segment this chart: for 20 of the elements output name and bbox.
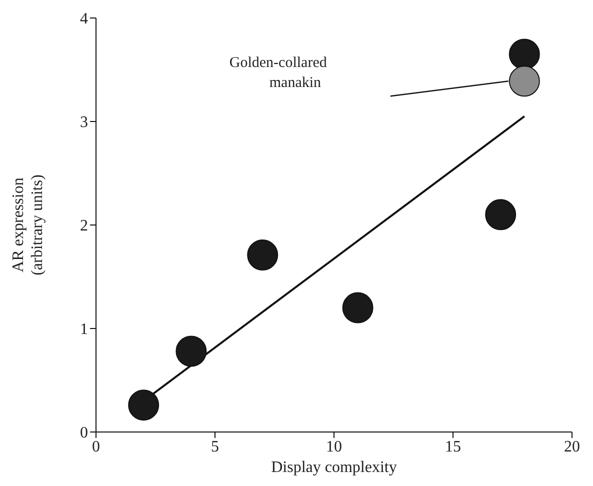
- y-tick-label: 0: [80, 424, 88, 442]
- point: [176, 336, 207, 367]
- y-tick-label: 1: [80, 321, 88, 338]
- point: [485, 199, 516, 230]
- point: [247, 240, 278, 271]
- y-tick-label: 4: [80, 10, 88, 28]
- annotation: Golden-collared manakin: [229, 55, 328, 92]
- y-axis-title: AR expression (arbitrary units): [10, 174, 46, 276]
- y-tick-label: 2: [80, 218, 88, 235]
- y-tick-label: 3: [80, 114, 88, 132]
- x-tick-label: 0: [92, 438, 100, 456]
- point: [128, 390, 160, 421]
- x-tick-label: 15: [445, 438, 461, 456]
- point: [342, 292, 374, 324]
- x-axis-title: Display complexity: [271, 459, 397, 476]
- x-tick-label: 20: [564, 438, 580, 456]
- point: [508, 38, 540, 70]
- x-tick-label: 10: [326, 438, 342, 456]
- point: [508, 66, 540, 97]
- x-tick-label: 5: [211, 438, 219, 456]
